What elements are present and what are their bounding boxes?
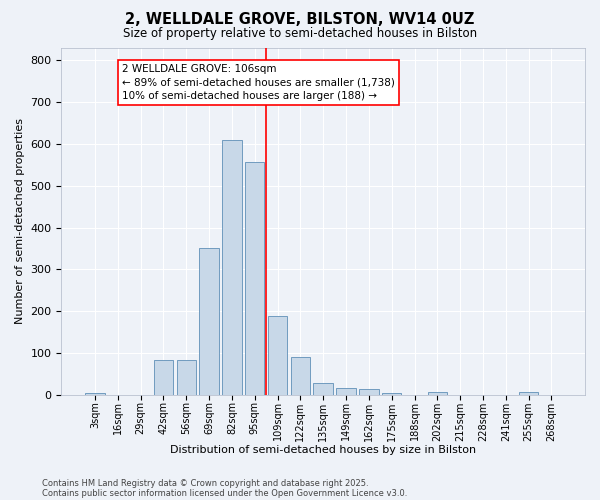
Bar: [337, 388, 356, 395]
Bar: [222, 140, 242, 395]
X-axis label: Distribution of semi-detached houses by size in Bilston: Distribution of semi-detached houses by …: [170, 445, 476, 455]
Bar: [519, 392, 538, 395]
Bar: [199, 248, 219, 395]
Text: 2, WELLDALE GROVE, BILSTON, WV14 0UZ: 2, WELLDALE GROVE, BILSTON, WV14 0UZ: [125, 12, 475, 28]
Bar: [428, 392, 447, 395]
Bar: [268, 316, 287, 395]
Text: Size of property relative to semi-detached houses in Bilston: Size of property relative to semi-detach…: [123, 28, 477, 40]
Bar: [176, 360, 196, 395]
Bar: [85, 393, 104, 395]
Bar: [313, 382, 333, 395]
Text: Contains HM Land Registry data © Crown copyright and database right 2025.: Contains HM Land Registry data © Crown c…: [42, 478, 368, 488]
Bar: [154, 360, 173, 395]
Bar: [290, 356, 310, 395]
Text: Contains public sector information licensed under the Open Government Licence v3: Contains public sector information licen…: [42, 488, 407, 498]
Bar: [359, 389, 379, 395]
Bar: [382, 393, 401, 395]
Bar: [245, 162, 265, 395]
Text: 2 WELLDALE GROVE: 106sqm
← 89% of semi-detached houses are smaller (1,738)
10% o: 2 WELLDALE GROVE: 106sqm ← 89% of semi-d…: [122, 64, 395, 100]
Y-axis label: Number of semi-detached properties: Number of semi-detached properties: [15, 118, 25, 324]
